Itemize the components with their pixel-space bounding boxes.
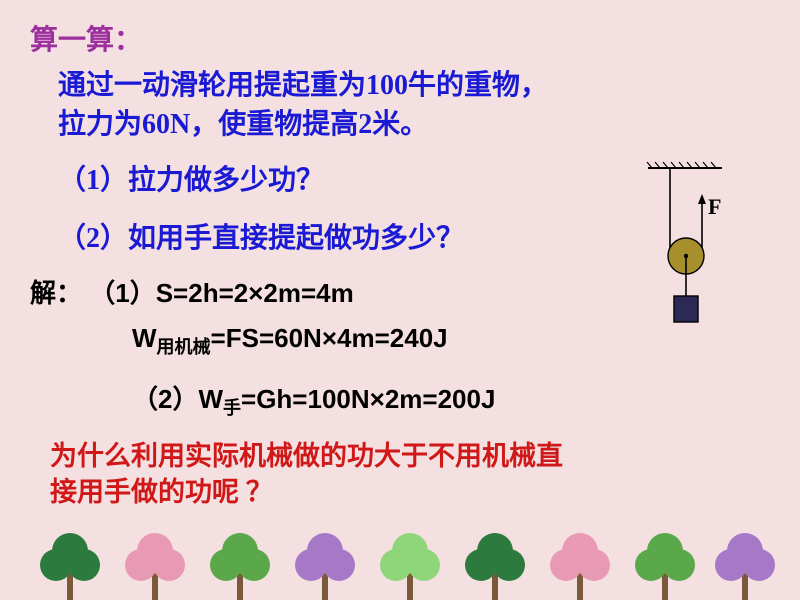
solution-line-1: （1）S=2h=2×2m=4m [89,278,354,308]
problem-line-1: 通过一动滑轮用提起重为100牛的重物， [58,70,548,101]
solution-line-3: （2）W手=Gh=100N×2m=200J [132,380,770,422]
conclusion-question: 为什么利用实际机械做的功大于不用机械直 接用手做的功呢 ？ [50,438,770,511]
conclude-line-2: 接用手做的功呢 ？ [50,477,273,507]
conclude-line-1: 为什么利用实际机械做的功大于不用机械直 [50,441,563,471]
problem-line-2: 拉力为60N，使重物提高2米。 [58,109,428,140]
trees-decoration [0,525,800,600]
w-symbol: W [132,323,157,353]
problem-text: 通过一动滑轮用提起重为100牛的重物， 拉力为60N，使重物提高2米。 [58,66,770,144]
sol3-rest: =Gh=100N×2m=200J [241,384,495,414]
pulley-diagram: F [640,160,730,330]
sol2-rest: =FS=60N×4m=240J [211,323,448,353]
sub-hand: 手 [223,398,241,418]
solution-label: 解： [30,279,82,308]
svg-text:F: F [708,194,721,219]
title: 算一算： [30,18,770,58]
sub-machine: 用机械 [157,338,211,358]
sol3-pre: （2）W [132,384,223,414]
